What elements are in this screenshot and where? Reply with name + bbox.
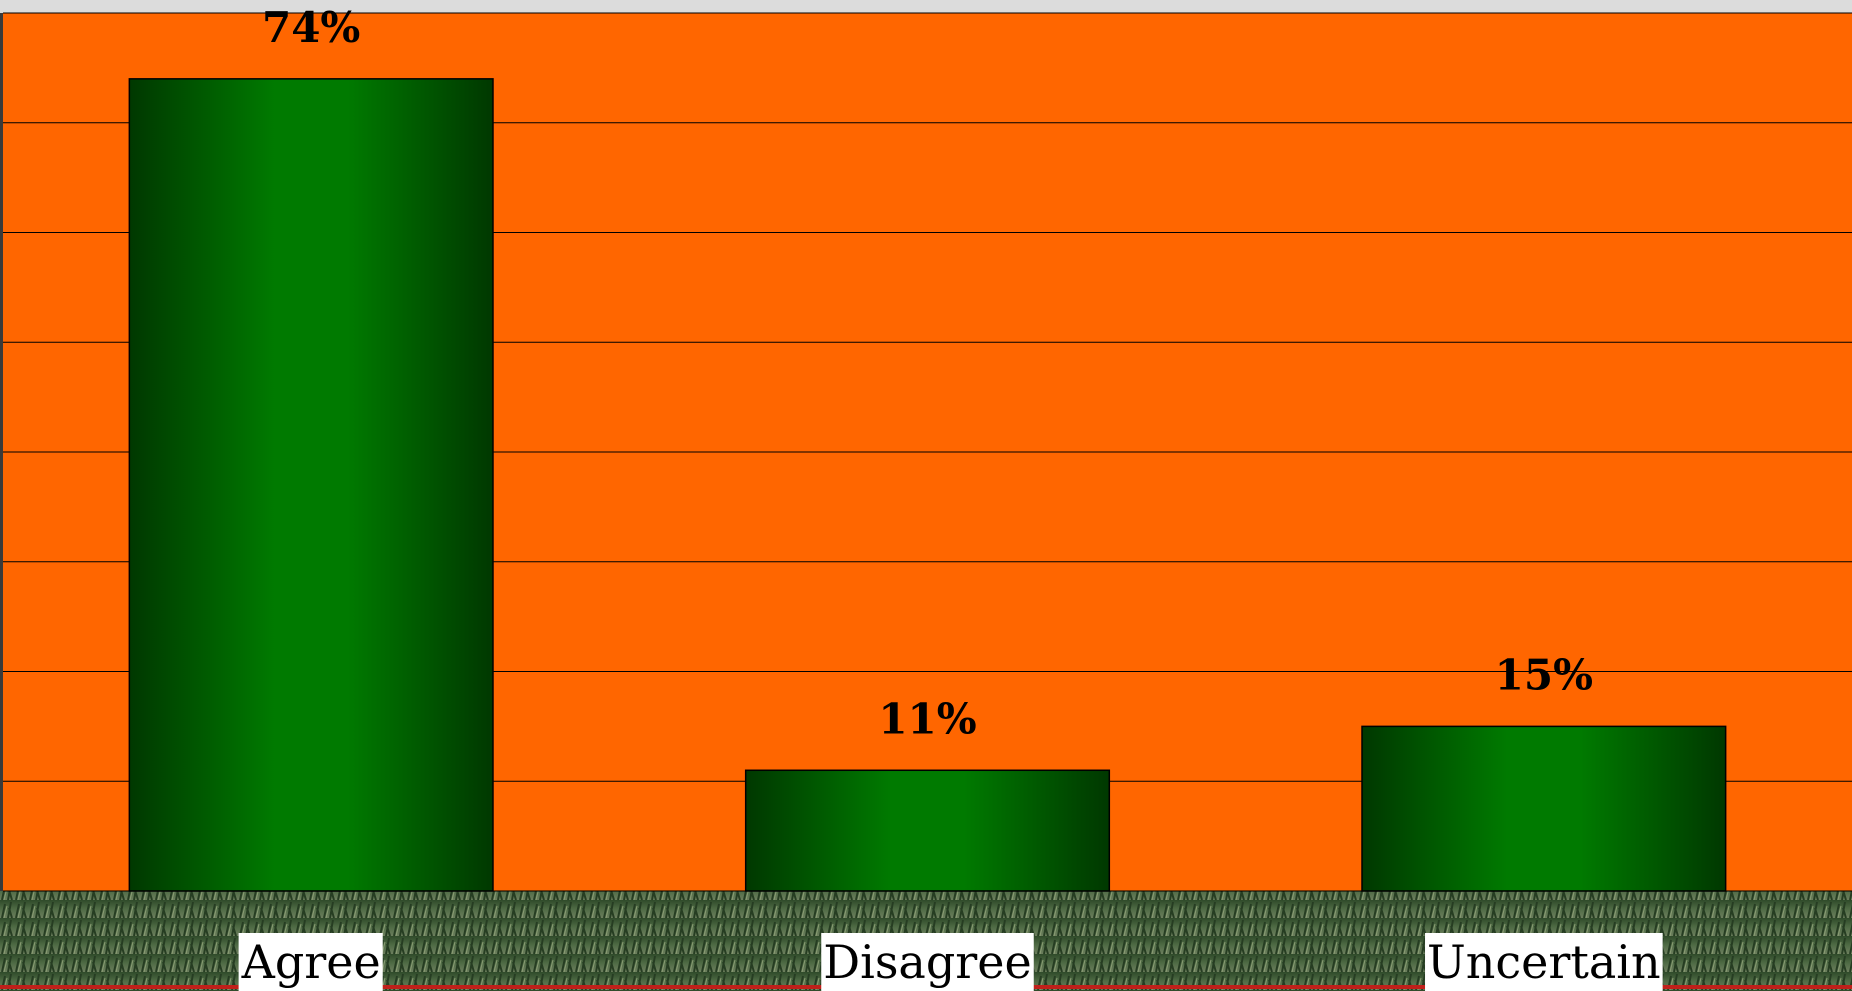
category-label-box (821, 933, 1034, 991)
category-label-group: Disagree (821, 933, 1034, 991)
category-label-box (238, 933, 383, 991)
x-tick-label: Uncertain (1427, 935, 1661, 989)
value-label: 74% (262, 3, 360, 52)
value-label: 11% (878, 694, 976, 743)
bar (744, 769, 1111, 892)
plot-layer: 74% Agree 11% Disagree 15% Uncertain (3, 3, 1852, 991)
bar (1361, 725, 1727, 892)
left-edge (0, 13, 3, 891)
bar (128, 78, 494, 892)
x-tick-label: Disagree (823, 935, 1032, 989)
category-label-group: Uncertain (1425, 933, 1663, 991)
category-label-group: Agree (238, 933, 383, 991)
category-label-box (1425, 933, 1663, 991)
value-label: 15% (1495, 650, 1593, 699)
x-tick-label: Agree (241, 935, 381, 989)
top-strip (0, 0, 1852, 13)
